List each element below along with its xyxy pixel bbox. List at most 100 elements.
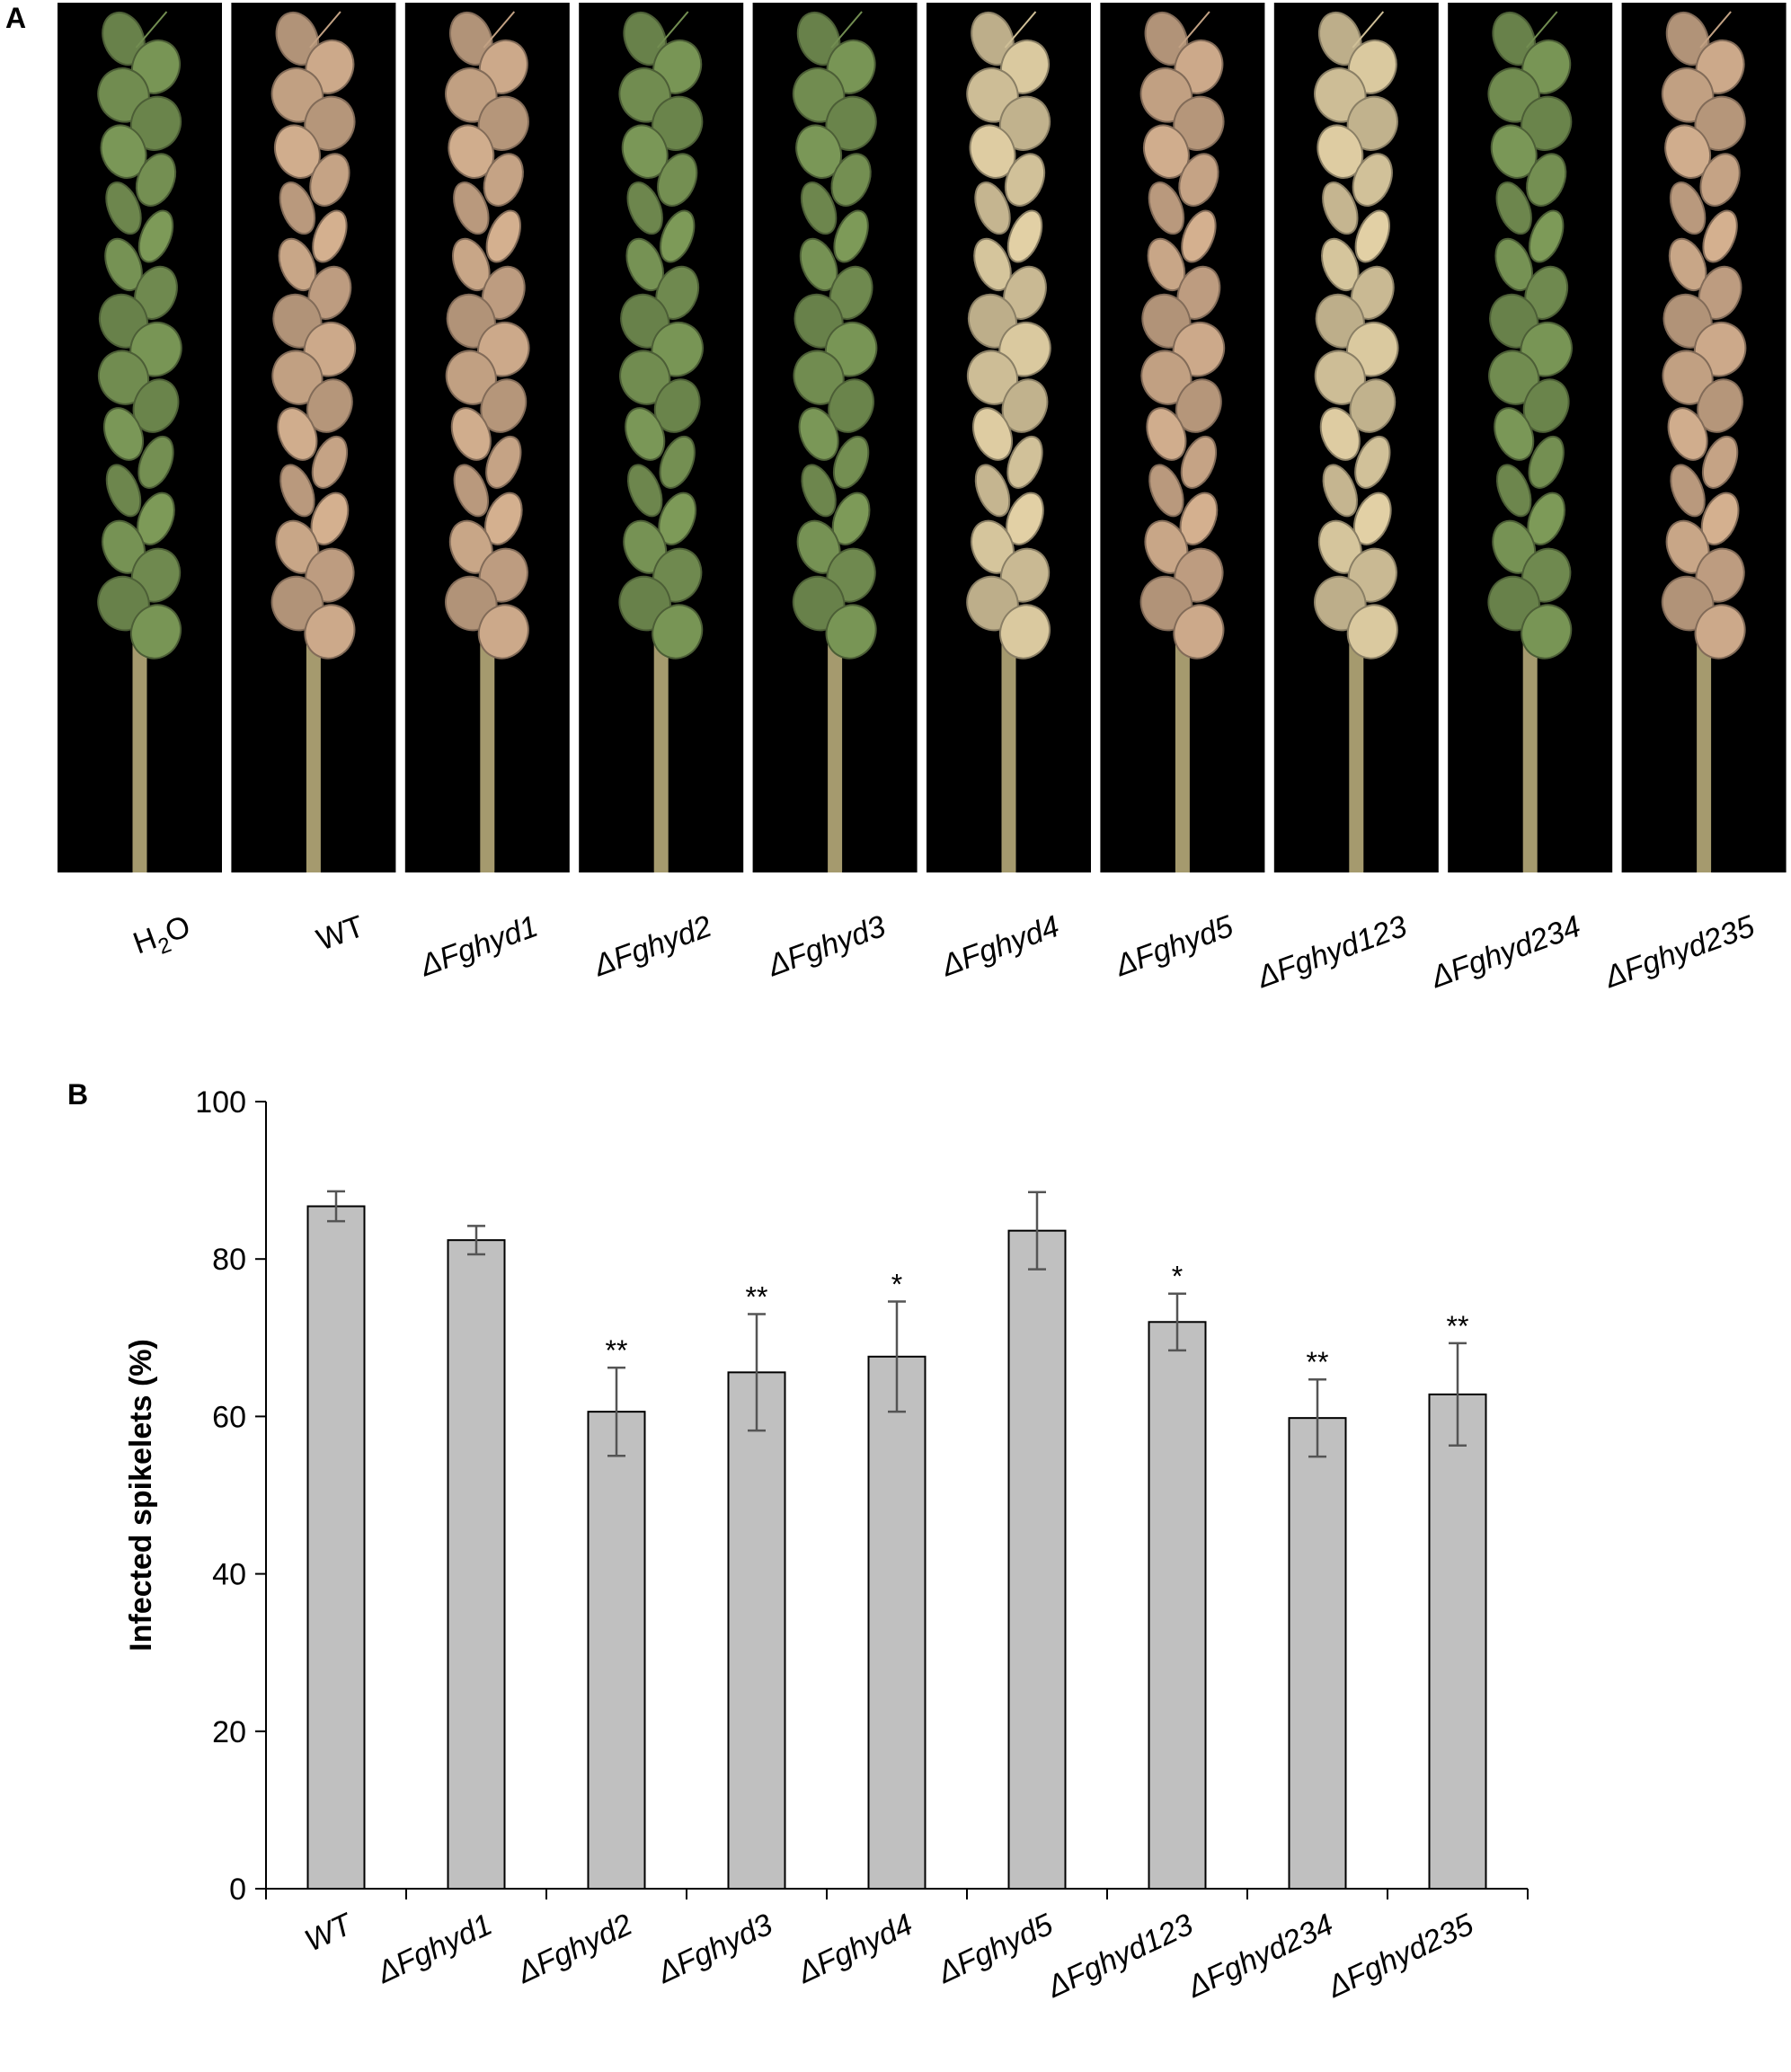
spikelet: [1006, 491, 1044, 545]
y-tick-label: 20: [212, 1715, 246, 1749]
spikelet: [304, 604, 356, 660]
spikelet: [971, 407, 1014, 461]
spikelet: [1494, 407, 1535, 461]
panel-letter-a: A: [5, 2, 27, 34]
spikelet: [660, 209, 696, 263]
spikelet: [279, 464, 315, 518]
spikelet: [1148, 464, 1184, 518]
spikelet: [1670, 464, 1706, 518]
spike-photo: [231, 3, 396, 872]
spikelet: [1147, 237, 1186, 292]
y-axis-label: Infected spikelets (%): [124, 1339, 158, 1651]
bar: [1288, 1417, 1347, 1890]
spikelet: [485, 209, 521, 263]
spikelet: [831, 491, 871, 545]
awn: [1352, 11, 1385, 49]
spikelet: [1179, 491, 1219, 545]
spikelet: [1004, 153, 1046, 207]
spike-photo: [752, 3, 918, 872]
x-tick-label: ΔFghyd2: [511, 1908, 638, 1990]
spikelet: [1322, 182, 1359, 235]
spikelet: [306, 378, 353, 433]
significance-marker: **: [606, 1334, 628, 1367]
panel-letter-b: B: [67, 1078, 89, 1111]
sample-label: WT: [312, 909, 368, 958]
spikelet: [798, 407, 839, 461]
spikelet: [1319, 407, 1361, 461]
x-tick-label: ΔFghyd123: [1042, 1908, 1199, 2005]
spike-photo: [58, 3, 222, 872]
sample-label: H2O: [129, 909, 197, 967]
spikelet: [659, 435, 696, 489]
spikelet: [830, 153, 872, 207]
y-tick-label: 80: [212, 1243, 246, 1277]
spikelet: [1354, 209, 1390, 263]
bar: [1007, 1229, 1067, 1890]
bar: [1148, 1321, 1207, 1890]
significance-marker: **: [1307, 1346, 1329, 1378]
spikelet: [1178, 153, 1219, 207]
spikelet: [1346, 604, 1398, 660]
spikelet: [1354, 435, 1391, 489]
awn: [1004, 11, 1037, 49]
significance-marker: **: [746, 1281, 768, 1314]
spikelet: [448, 124, 495, 179]
spikelet: [1180, 435, 1218, 489]
x-tick-label: ΔFghyd235: [1322, 1908, 1479, 2005]
y-tick-label: 100: [195, 1085, 246, 1120]
awn: [656, 11, 689, 49]
spikelet: [312, 209, 348, 263]
spike-photo: [1273, 3, 1439, 872]
spikelet: [1146, 407, 1187, 461]
spikelet: [483, 491, 523, 545]
sample-label: ΔFghyd3: [762, 909, 890, 984]
x-tick-label: ΔFghyd5: [932, 1908, 1059, 1990]
spikelet: [1521, 604, 1573, 660]
spike-photo: [1100, 3, 1265, 872]
x-tick-label: ΔFghyd3: [652, 1908, 778, 1990]
x-tick-label: ΔFghyd234: [1182, 1908, 1339, 2005]
sample-label: ΔFghyd1: [415, 909, 543, 984]
spikelet: [974, 182, 1011, 235]
spikelet: [273, 124, 321, 179]
spikelet: [309, 153, 350, 207]
spike-photo: [927, 3, 1091, 872]
spikelet: [653, 378, 701, 433]
spikelet: [801, 464, 837, 518]
spikelet: [832, 435, 870, 489]
x-tick-label: ΔFghyd4: [792, 1908, 918, 1990]
spikelet: [137, 491, 175, 545]
bar: [447, 1239, 506, 1890]
spikelet: [1700, 491, 1740, 545]
spikelet: [1527, 491, 1566, 545]
spikelet: [1528, 435, 1565, 489]
significance-marker: **: [1447, 1310, 1469, 1342]
spikelet: [1006, 209, 1043, 263]
significance-marker: *: [1172, 1261, 1183, 1293]
spikelet: [1349, 378, 1396, 433]
x-tick-label: WT: [299, 1907, 359, 1959]
spike-photo-panel: H2O WT ΔFghyd1 ΔFghyd2 ΔFghyd3 ΔFghyd4 ΔFghyd5…: [58, 3, 1787, 996]
spikelet: [626, 464, 663, 518]
spike-photo: [1621, 3, 1787, 872]
spikelet: [1669, 182, 1707, 235]
spikelet: [480, 378, 528, 433]
spikelet: [1699, 153, 1741, 207]
spikelet: [1495, 182, 1532, 235]
spikelet: [1668, 237, 1707, 292]
sample-label: ΔFghyd123: [1252, 909, 1412, 996]
spikelet: [485, 435, 522, 489]
spikelet: [1701, 435, 1739, 489]
spikelet: [450, 407, 492, 461]
spikelet: [1322, 464, 1359, 518]
spikelet: [279, 182, 316, 235]
bar: [1428, 1393, 1487, 1890]
spikelet: [799, 237, 838, 292]
spikelet: [453, 464, 490, 518]
spikelet: [1694, 604, 1746, 660]
spikelet: [452, 237, 491, 292]
spikelet: [625, 237, 664, 292]
spikelet: [833, 209, 869, 263]
spikelet: [132, 378, 180, 433]
